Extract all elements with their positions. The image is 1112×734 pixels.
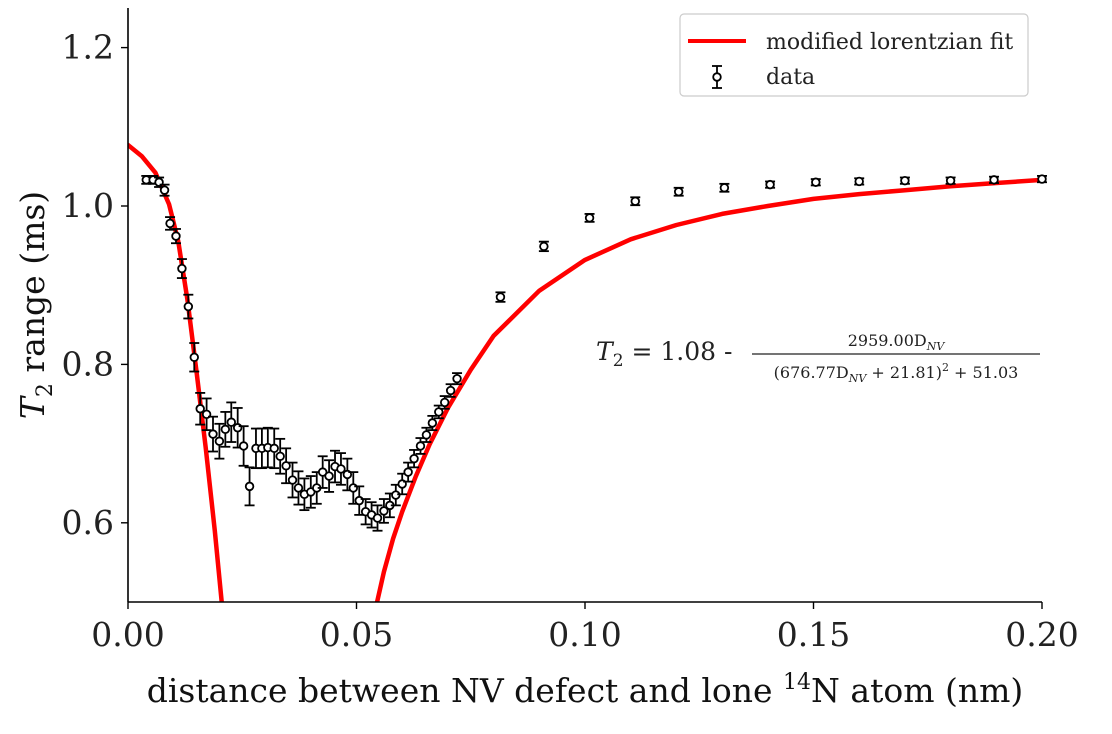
data-point: [195, 392, 206, 426]
y-tick-label: 1.0: [62, 186, 114, 225]
x-tick-label: 0.20: [1005, 615, 1078, 654]
legend: modified lorentzian fit data: [679, 13, 1029, 97]
data-point: [1037, 174, 1047, 184]
data-point: [945, 175, 956, 186]
data-point: [403, 461, 414, 483]
data-point: [372, 504, 383, 532]
data-point: [378, 498, 389, 524]
data-point: [165, 216, 176, 231]
data-point: [189, 342, 200, 373]
legend-fit-label: modified lorentzian fit: [766, 30, 1013, 55]
data-point: [238, 425, 249, 467]
data-point: [293, 470, 304, 506]
x-axis-label: distance between NV defect and lone 14N …: [147, 670, 1024, 710]
data-point: [170, 228, 181, 245]
data-point: [427, 414, 438, 432]
data-point: [317, 455, 328, 489]
data-point: [899, 175, 910, 186]
x-tick-label: 0.15: [777, 615, 850, 654]
data-point: [421, 426, 432, 443]
x-tick-label: 0.10: [548, 615, 621, 654]
data-point: [176, 258, 187, 279]
data-point: [208, 415, 219, 453]
fit-curve: [374, 177, 1042, 602]
data-point: [584, 213, 595, 223]
data-point: [810, 177, 821, 187]
y-tick-label: 1.2: [62, 28, 114, 67]
x-tick-label: 0.00: [91, 615, 164, 654]
data-point: [415, 437, 426, 455]
data-point: [673, 186, 684, 197]
fit-curve: [128, 142, 224, 602]
data-point: [765, 179, 776, 190]
data-point: [226, 401, 237, 443]
data-point: [439, 395, 450, 410]
data-point: [452, 372, 463, 386]
data-point: [335, 452, 346, 486]
data-point: [275, 437, 286, 475]
data-point: [538, 240, 549, 253]
data-point: [201, 397, 212, 432]
x-tick-label: 0.05: [320, 615, 393, 654]
y-tick-label: 0.8: [62, 344, 114, 383]
data-point: [214, 422, 225, 460]
data-point: [348, 471, 359, 505]
data-point: [324, 459, 335, 493]
data-point: [630, 196, 641, 207]
y-axis-label: T2 range (ms): [13, 191, 58, 419]
data-point: [220, 411, 231, 448]
svg-text:(676.77DNV + 21.81)2 + 51.03: (676.77DNV + 21.81)2 + 51.03: [774, 361, 1019, 385]
data-point: [719, 182, 730, 193]
y-tick-label: 0.6: [62, 503, 114, 542]
data-point: [269, 427, 280, 470]
data-point: [390, 483, 401, 507]
legend-data-label: data: [766, 65, 815, 90]
data-point: [989, 175, 1000, 185]
svg-text:T2 = 1.08 -: T2 = 1.08 -: [596, 337, 732, 371]
data-point: [397, 472, 408, 496]
data-point: [159, 183, 170, 197]
legend-data-swatch: [712, 65, 722, 89]
data-point: [183, 293, 194, 320]
data-point: [244, 466, 255, 507]
data-point: [495, 291, 506, 303]
legend-box: [679, 13, 1029, 97]
fit-equation: T2 = 1.08 - 2959.00DNV (676.77DNV + 21.8…: [596, 331, 1040, 385]
data-point: [287, 461, 298, 499]
svg-text:2959.00DNV: 2959.00DNV: [848, 331, 946, 353]
data-point: [854, 176, 865, 187]
data-point: [409, 449, 420, 469]
data-point: [384, 492, 395, 519]
